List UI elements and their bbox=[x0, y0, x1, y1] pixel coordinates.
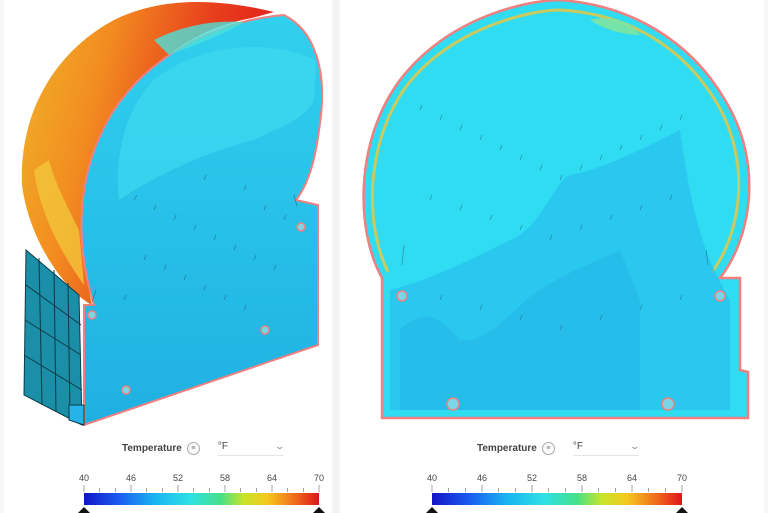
cold-core bbox=[400, 250, 640, 410]
right-panel: Temperature ≡ °F ⌄ 40 46 52 58 64 70 bbox=[340, 0, 764, 513]
tick-label: 64 bbox=[267, 473, 277, 483]
min-slider-handle[interactable] bbox=[78, 507, 90, 513]
top-region bbox=[154, 21, 244, 55]
colorbar-ticks: 40 46 52 58 64 70 bbox=[427, 473, 687, 483]
colorbar-ticks: 40 46 52 58 64 70 bbox=[79, 473, 324, 483]
colorbar-gradient bbox=[84, 493, 319, 505]
tick-label: 52 bbox=[173, 473, 183, 483]
max-slider-handle[interactable] bbox=[313, 507, 325, 513]
warm-boundary-layer bbox=[371, 8, 741, 273]
colorbar: 40 46 52 58 64 70 bbox=[78, 473, 325, 513]
left-panel: Temperature ≡ °F ⌄ 40 46 52 58 64 70 bbox=[4, 0, 332, 513]
legend-label: Temperature bbox=[477, 443, 537, 454]
base-foot bbox=[68, 404, 85, 426]
tick-label: 46 bbox=[126, 473, 136, 483]
colorbar: 40 46 52 58 64 70 bbox=[426, 473, 688, 513]
info-icon[interactable]: ≡ bbox=[541, 442, 555, 455]
dome-warm-patch bbox=[34, 160, 84, 285]
tick-label: 40 bbox=[427, 473, 437, 483]
tick-label: 64 bbox=[627, 473, 637, 483]
max-slider-handle[interactable] bbox=[676, 507, 688, 513]
unit-value: °F bbox=[217, 441, 228, 452]
tick-label: 58 bbox=[577, 473, 587, 483]
info-icon[interactable]: ≡ bbox=[186, 442, 200, 455]
tick-label: 52 bbox=[527, 473, 537, 483]
legend-label: Temperature bbox=[122, 443, 182, 454]
top-warm-spot bbox=[590, 18, 640, 35]
minor-ticks bbox=[83, 485, 320, 492]
pipe-fittings bbox=[396, 290, 726, 411]
tick-label: 70 bbox=[314, 473, 324, 483]
pipe-fittings bbox=[87, 222, 306, 395]
min-slider-handle[interactable] bbox=[426, 507, 438, 513]
unit-value: °F bbox=[572, 441, 583, 452]
velocity-vectors bbox=[401, 104, 709, 331]
legend-header: Temperature ≡ °F ⌄ bbox=[122, 441, 286, 456]
panel-divider bbox=[334, 0, 338, 513]
velocity-vectors bbox=[91, 174, 298, 311]
tick-label: 58 bbox=[220, 473, 230, 483]
chevron-down-icon: ⌄ bbox=[629, 441, 641, 451]
colorbar-gradient bbox=[432, 493, 682, 505]
cool-region bbox=[117, 46, 316, 200]
base-grid bbox=[23, 257, 83, 419]
minor-ticks bbox=[431, 485, 683, 492]
isometric-simulation-view bbox=[21, 2, 323, 427]
tick-label: 40 bbox=[79, 473, 89, 483]
unit-dropdown[interactable]: °F ⌄ bbox=[217, 441, 286, 456]
tick-label: 70 bbox=[677, 473, 687, 483]
tick-label: 46 bbox=[477, 473, 487, 483]
legend-header: Temperature ≡ °F ⌄ bbox=[477, 441, 641, 456]
section-simulation-view bbox=[362, 0, 751, 420]
chevron-down-icon: ⌄ bbox=[274, 441, 286, 451]
unit-dropdown[interactable]: °F ⌄ bbox=[572, 441, 641, 456]
